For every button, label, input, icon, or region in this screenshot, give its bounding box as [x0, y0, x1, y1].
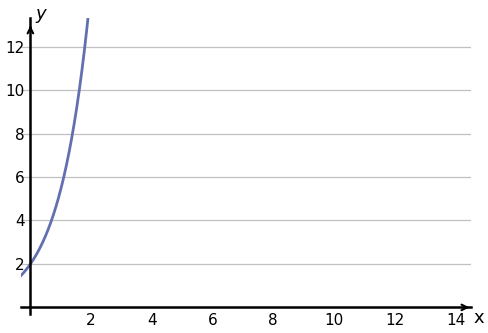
Text: x: x — [474, 308, 484, 326]
Text: y: y — [35, 5, 45, 23]
